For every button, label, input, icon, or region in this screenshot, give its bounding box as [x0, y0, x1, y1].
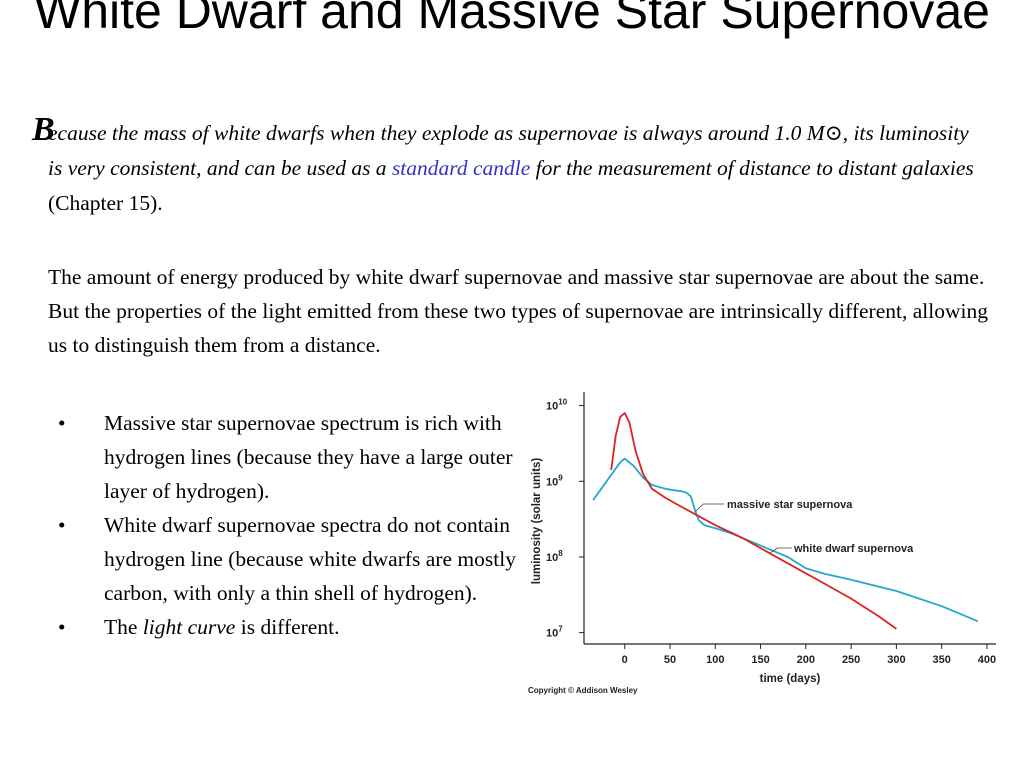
- standard-candle-link[interactable]: standard candle: [391, 156, 531, 180]
- x-tick-label: 50: [664, 654, 676, 666]
- light-curve-chart: 0 50 100 150 200 250 300 350 400 107 108 109 1010 tim…: [528, 392, 996, 695]
- copyright-notice: Copyright © Addison Wesley: [528, 686, 638, 695]
- x-axis-title: time (days): [760, 673, 821, 685]
- x-tick-label: 250: [842, 654, 860, 666]
- x-tick-label: 150: [751, 654, 769, 666]
- annotation-leader-line: [769, 547, 792, 554]
- list-item: • White dwarf supernovae spectra do not …: [0, 508, 540, 610]
- bullet-text: The: [104, 615, 138, 639]
- intro-text-continued: for the measurement of distance to dista…: [535, 156, 974, 180]
- y-tick-label: 108: [546, 549, 563, 564]
- x-tick-label: 0: [622, 654, 628, 666]
- x-tick-label: 400: [978, 654, 996, 666]
- x-tick-label: 100: [706, 654, 724, 666]
- energy-paragraph: The amount of energy produced by white d…: [48, 265, 988, 357]
- massive-star-supernova-line: [592, 457, 979, 623]
- bullet-text: White dwarf supernovae spectra do not co…: [104, 513, 516, 605]
- list-item: • The light curve is different.: [0, 610, 540, 644]
- y-axis-title: luminosity (solar units): [531, 458, 543, 585]
- bullet-text: Massive star supernovae spectrum is rich…: [104, 411, 513, 503]
- light-curve-term: light curve: [142, 615, 236, 639]
- intro-text: ecause the mass of white dwarfs when the…: [48, 121, 969, 180]
- chart-labels: massive star supernova white dwarf supern…: [695, 499, 914, 555]
- chart-series: [592, 412, 979, 630]
- white-dwarf-supernova-line: [610, 412, 897, 630]
- chart-axes: 0 50 100 150 200 250 300 350 400 107 108 109 1010 tim…: [531, 392, 996, 685]
- series-annotation-label: white dwarf supernova: [793, 543, 914, 555]
- bullet-marker: •: [58, 411, 66, 435]
- bullet-list: • Massive star supernovae spectrum is ri…: [0, 406, 540, 644]
- x-tick-label: 200: [797, 654, 815, 666]
- list-item: • Massive star supernovae spectrum is ri…: [0, 406, 540, 508]
- y-tick-label: 107: [546, 625, 563, 640]
- x-tick-label: 300: [887, 654, 905, 666]
- slide-title: White Dwarf and Massive Star Supernovae: [34, 0, 990, 39]
- bullet-marker: •: [58, 513, 66, 537]
- x-tick-label: 350: [932, 654, 950, 666]
- series-annotation-label: massive star supernova: [727, 499, 853, 511]
- y-tick-label: 109: [546, 473, 563, 488]
- drop-cap: B: [32, 111, 55, 148]
- chapter-reference: (Chapter 15).: [48, 191, 163, 215]
- bullet-text-end: is different.: [240, 615, 340, 639]
- bullet-marker: •: [58, 615, 66, 639]
- y-tick-label: 1010: [546, 398, 568, 413]
- annotation-leader-line: [695, 503, 724, 512]
